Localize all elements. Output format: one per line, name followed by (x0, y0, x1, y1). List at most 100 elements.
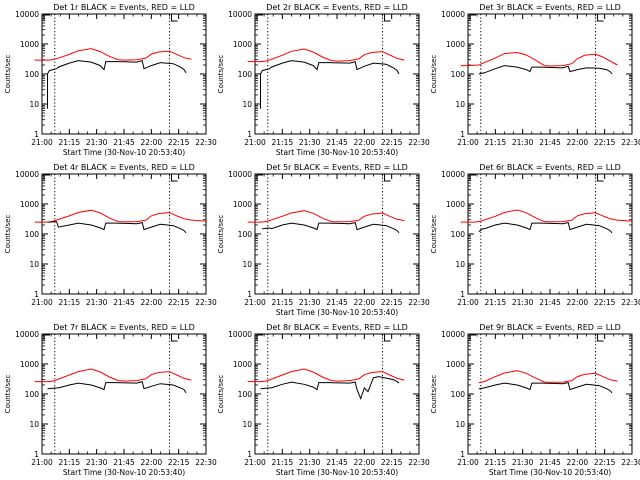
x-tick-label: 22:15 (381, 138, 403, 147)
y-tick-label: 1 (460, 130, 465, 139)
x-tick-label: 22:15 (168, 458, 190, 467)
x-tick-label: 21:15 (485, 138, 507, 147)
plot-frame (254, 13, 420, 135)
x-tick-label: 21:30 (299, 298, 321, 307)
y-tick-label: 1000 (20, 40, 39, 49)
y-axis-label: Counts/sec (217, 215, 225, 254)
y-tick-label: 100 (25, 70, 40, 79)
plot-frame (41, 333, 207, 455)
plot-title: Det 7r BLACK = Events, RED = LLD (53, 323, 195, 332)
x-tick-label: 21:30 (299, 138, 321, 147)
x-tick-label: 22:30 (621, 298, 640, 307)
plot-frame (41, 173, 207, 295)
y-tick-label: 1000 (446, 40, 465, 49)
x-tick-label: 22:30 (195, 298, 217, 307)
plot-frame (467, 333, 633, 455)
x-tick-label: 21:15 (59, 138, 81, 147)
lld-series-line (460, 51, 618, 67)
x-tick-label: 22:30 (621, 138, 640, 147)
events-series-line (260, 376, 400, 401)
x-tick-label: 21:00 (31, 298, 53, 307)
x-tick-label: 22:30 (195, 458, 217, 467)
x-tick-label: 21:30 (512, 138, 534, 147)
x-tick-label: 22:15 (594, 458, 616, 467)
x-tick-label: 21:15 (59, 298, 81, 307)
y-tick-label: 1000 (233, 40, 252, 49)
x-tick-label: 22:00 (354, 298, 376, 307)
x-tick-label: 21:45 (326, 138, 348, 147)
bracket-mark-left (256, 334, 263, 341)
y-tick-label: 10000 (441, 170, 465, 179)
x-tick-label: 21:45 (113, 138, 135, 147)
y-axis-label: Counts/sec (430, 375, 438, 414)
y-tick-label: 10 (242, 420, 252, 429)
lld-series-line (460, 209, 633, 223)
x-tick-label: 21:00 (31, 458, 53, 467)
detector-plot-7: 1 10 100 1000 10000 21:00 21:15 21:30 21:45 22:00… (4, 323, 217, 477)
plot-title: Det 5r BLACK = Events, RED = LLD (266, 163, 408, 172)
y-tick-label: 100 (238, 70, 253, 79)
x-tick-label: 21:45 (326, 298, 348, 307)
y-axis-label: Counts/sec (430, 55, 438, 94)
events-series-line (478, 65, 613, 75)
lld-series-line (247, 210, 405, 223)
y-tick-label: 10 (455, 420, 465, 429)
x-tick-label: 21:15 (272, 298, 294, 307)
bracket-mark-left (43, 14, 50, 21)
x-tick-label: 21:00 (244, 138, 266, 147)
detector-plot-8: 1 10 100 1000 10000 21:00 21:15 21:30 21:45 22:00… (217, 323, 430, 477)
events-series-line (260, 60, 400, 109)
events-series-line (47, 59, 187, 109)
y-tick-label: 1 (460, 450, 465, 459)
bracket-mark-left (43, 174, 50, 181)
x-tick-label: 22:00 (141, 458, 163, 467)
y-tick-label: 1000 (233, 200, 252, 209)
detector-plot-6: 1 10 100 1000 10000 21:00 21:15 21:30 21:45 22:00… (430, 163, 640, 307)
x-tick-label: 21:00 (244, 298, 266, 307)
y-tick-label: 1 (460, 290, 465, 299)
y-tick-label: 1000 (233, 360, 252, 369)
x-tick-label: 22:15 (594, 298, 616, 307)
x-tick-label: 22:00 (141, 298, 163, 307)
x-tick-label: 22:15 (381, 298, 403, 307)
y-tick-label: 1 (247, 290, 252, 299)
x-tick-label: 21:15 (485, 458, 507, 467)
x-tick-label: 21:15 (272, 458, 294, 467)
y-tick-label: 1000 (20, 360, 39, 369)
lld-series-line (478, 370, 618, 384)
detector-plot-5: 1 10 100 1000 10000 21:00 21:15 21:30 21:45 22:00… (217, 163, 430, 317)
plot-title: Det 9r BLACK = Events, RED = LLD (479, 323, 621, 332)
y-tick-label: 10000 (15, 330, 39, 339)
plot-title: Det 6r BLACK = Events, RED = LLD (479, 163, 621, 172)
y-tick-label: 1000 (446, 360, 465, 369)
x-tick-label: 21:45 (539, 298, 561, 307)
x-axis-label: Start Time (30-Nov-10 20:53:40) (276, 308, 398, 317)
x-tick-label: 22:15 (381, 458, 403, 467)
x-tick-label: 22:30 (621, 458, 640, 467)
lld-series-line (34, 209, 207, 223)
bracket-mark-right (171, 334, 178, 342)
plot-title: Det 3r BLACK = Events, RED = LLD (479, 3, 621, 12)
x-tick-label: 21:00 (457, 138, 479, 147)
events-series-line (47, 380, 187, 394)
x-tick-label: 22:15 (168, 298, 190, 307)
events-series-line (47, 221, 187, 234)
y-axis-label: Counts/sec (430, 215, 438, 254)
x-tick-label: 21:30 (512, 298, 534, 307)
x-tick-label: 21:45 (113, 458, 135, 467)
events-series-line (262, 222, 400, 234)
detector-plot-1: 1 10 100 1000 10000 21:00 21:15 21:30 21:45 22:00… (4, 3, 217, 157)
y-tick-label: 10000 (441, 10, 465, 19)
y-tick-label: 100 (238, 230, 253, 239)
bracket-mark-left (469, 334, 476, 341)
bracket-mark-left (469, 14, 476, 21)
x-axis-label: Start Time (30-Nov-10 20:53:40) (276, 468, 398, 477)
plot-title: Det 2r BLACK = Events, RED = LLD (266, 3, 408, 12)
y-tick-label: 1 (34, 290, 39, 299)
y-tick-label: 1000 (20, 200, 39, 209)
x-tick-label: 21:45 (113, 298, 135, 307)
x-tick-label: 22:30 (408, 298, 430, 307)
x-tick-label: 22:30 (195, 138, 217, 147)
y-tick-label: 100 (25, 230, 40, 239)
plot-title: Det 1r BLACK = Events, RED = LLD (53, 3, 195, 12)
